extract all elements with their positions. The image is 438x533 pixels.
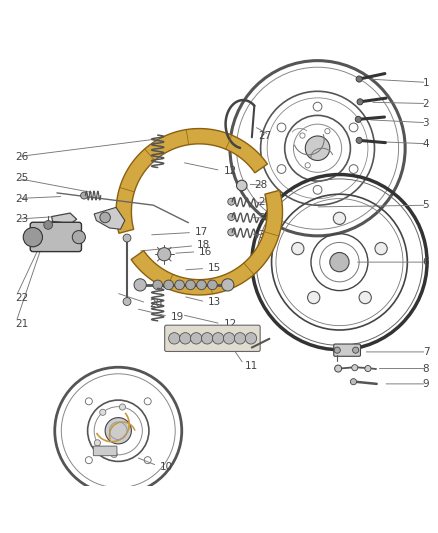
Text: 8: 8 (423, 364, 429, 374)
Circle shape (111, 451, 117, 457)
Text: 31: 31 (258, 230, 272, 240)
Circle shape (72, 231, 85, 244)
Circle shape (208, 280, 217, 290)
Circle shape (23, 228, 42, 247)
Circle shape (357, 99, 363, 105)
Circle shape (134, 279, 146, 291)
Text: 29: 29 (258, 197, 272, 207)
Circle shape (375, 243, 387, 255)
FancyBboxPatch shape (165, 325, 260, 351)
Polygon shape (94, 207, 125, 229)
Text: 27: 27 (258, 131, 272, 141)
Circle shape (365, 366, 371, 372)
Circle shape (350, 378, 357, 385)
Circle shape (333, 212, 346, 224)
FancyBboxPatch shape (30, 222, 81, 252)
Text: 5: 5 (423, 200, 429, 210)
FancyBboxPatch shape (93, 446, 117, 456)
Text: 28: 28 (254, 181, 267, 190)
Text: 13: 13 (208, 297, 221, 308)
Text: 6: 6 (423, 257, 429, 267)
Text: 17: 17 (195, 228, 208, 237)
Circle shape (180, 333, 191, 344)
Text: 25: 25 (15, 173, 28, 183)
Text: 3: 3 (423, 118, 429, 128)
Circle shape (100, 212, 110, 223)
Circle shape (352, 365, 358, 371)
Circle shape (94, 440, 100, 446)
Text: 18: 18 (197, 240, 210, 251)
Circle shape (356, 138, 362, 143)
Text: 10: 10 (160, 462, 173, 472)
Circle shape (222, 279, 234, 291)
Text: 24: 24 (15, 193, 28, 204)
Circle shape (292, 243, 304, 255)
Text: 9: 9 (423, 379, 429, 389)
Circle shape (158, 248, 171, 261)
Text: 26: 26 (15, 152, 28, 162)
Circle shape (201, 333, 213, 344)
Circle shape (197, 280, 206, 290)
Circle shape (245, 333, 257, 344)
Text: 4: 4 (423, 139, 429, 149)
Circle shape (356, 76, 362, 82)
Circle shape (191, 333, 202, 344)
Text: 1: 1 (423, 77, 429, 87)
Text: 23: 23 (15, 214, 28, 224)
Circle shape (123, 234, 131, 242)
Text: 11: 11 (245, 361, 258, 372)
Circle shape (330, 253, 349, 272)
Circle shape (335, 365, 342, 372)
Circle shape (223, 333, 235, 344)
Circle shape (212, 333, 224, 344)
Text: 12: 12 (223, 319, 237, 329)
Circle shape (237, 180, 247, 191)
Polygon shape (52, 213, 77, 223)
Circle shape (175, 280, 184, 290)
Circle shape (81, 192, 88, 199)
Text: 20: 20 (149, 298, 162, 309)
Circle shape (120, 404, 126, 410)
Circle shape (234, 333, 246, 344)
Circle shape (164, 280, 173, 290)
Text: 22: 22 (15, 293, 28, 303)
Text: 7: 7 (423, 347, 429, 357)
Circle shape (228, 198, 235, 205)
Circle shape (305, 136, 330, 160)
Circle shape (44, 221, 53, 229)
Text: 19: 19 (171, 312, 184, 322)
Polygon shape (131, 190, 283, 295)
Circle shape (359, 292, 371, 304)
Circle shape (355, 116, 361, 123)
Polygon shape (116, 128, 268, 233)
Text: 16: 16 (199, 247, 212, 256)
Circle shape (307, 292, 320, 304)
Text: 2: 2 (423, 99, 429, 109)
Circle shape (228, 229, 235, 236)
Circle shape (186, 280, 195, 290)
Text: 21: 21 (15, 319, 28, 329)
Circle shape (228, 214, 235, 221)
Circle shape (105, 418, 131, 444)
Circle shape (153, 280, 162, 290)
Circle shape (353, 347, 359, 353)
Text: 30: 30 (258, 213, 272, 223)
Circle shape (169, 333, 180, 344)
Text: 12: 12 (223, 166, 237, 176)
Circle shape (334, 347, 340, 353)
Text: 15: 15 (208, 263, 221, 273)
FancyBboxPatch shape (334, 344, 360, 356)
Circle shape (100, 409, 106, 415)
Text: 14: 14 (208, 281, 221, 291)
Circle shape (123, 297, 131, 305)
